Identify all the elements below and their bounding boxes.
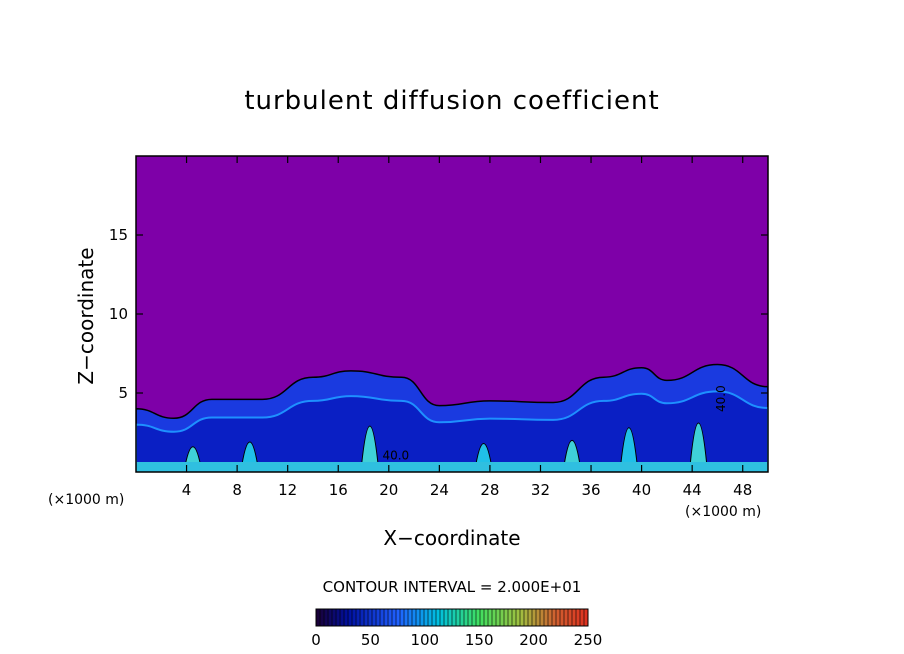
turbulent-layer (136, 363, 768, 472)
colorbar-tick-label: 0 (311, 631, 321, 649)
y-tick-label: 10 (109, 305, 128, 323)
contour-label: 40.0 (382, 448, 409, 462)
x-unit-left: (×1000 m) (48, 492, 125, 508)
colorbar-tick-label: 150 (465, 631, 494, 649)
y-tick-label: 15 (109, 226, 128, 244)
x-tick-label: 28 (480, 481, 499, 499)
x-tick-label: 4 (182, 481, 192, 499)
x-tick-label: 24 (430, 481, 449, 499)
x-tick-label: 16 (329, 481, 348, 499)
eddy-core-region (136, 390, 768, 472)
x-tick-label: 36 (581, 481, 600, 499)
chart-title: turbulent diffusion coefficient (244, 86, 660, 116)
x-tick-label: 12 (278, 481, 297, 499)
x-tick-label: 48 (733, 481, 752, 499)
colorbar-tick-label: 250 (574, 631, 603, 649)
colorbar-tick-label: 200 (519, 631, 548, 649)
colorbar-tick-label: 100 (410, 631, 439, 649)
x-tick-label: 20 (379, 481, 398, 499)
colorbar-tick-label: 50 (361, 631, 380, 649)
x-tick-label: 40 (632, 481, 651, 499)
contour-interval-text: CONTOUR INTERVAL = 2.000E+01 (322, 578, 582, 596)
y-tick-label: 5 (118, 384, 128, 402)
x-axis-label: X−coordinate (383, 526, 521, 550)
x-unit-right: (×1000 m) (685, 504, 762, 520)
surface-layer (136, 462, 768, 472)
contour-label: 40.0 (714, 385, 728, 412)
x-tick-label: 8 (232, 481, 242, 499)
x-tick-label: 32 (531, 481, 550, 499)
x-tick-label: 44 (683, 481, 702, 499)
